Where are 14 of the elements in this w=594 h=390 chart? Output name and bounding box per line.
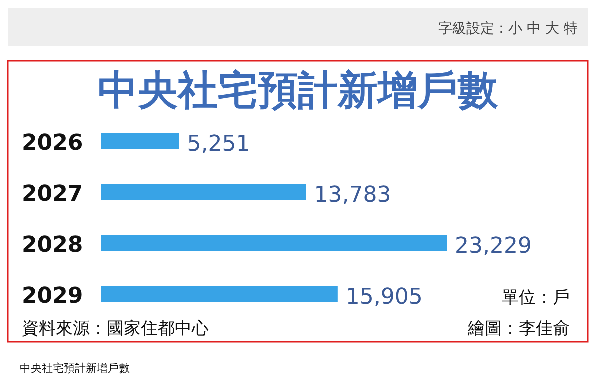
- title: 中央社宅預計新增戶數: [98, 68, 498, 114]
- annotation: 字級設定：小 中 大 特: [438, 21, 578, 37]
- data-label: 13,783: [314, 183, 392, 208]
- category: 2026: [22, 131, 84, 156]
- category: 2027: [22, 182, 84, 207]
- annotation: 資料來源：國家住都中心: [22, 319, 209, 339]
- annotation: 單位：戶: [502, 288, 570, 308]
- category: 2029: [22, 284, 84, 309]
- data-label: 15,905: [346, 285, 423, 310]
- data-label: 23,229: [455, 234, 532, 259]
- data-label: 5,251: [187, 132, 250, 157]
- category: 2028: [22, 233, 84, 258]
- annotation: 中央社宅預計新增戶數: [20, 362, 130, 375]
- annotation: 繪圖：李佳俞: [468, 319, 570, 339]
